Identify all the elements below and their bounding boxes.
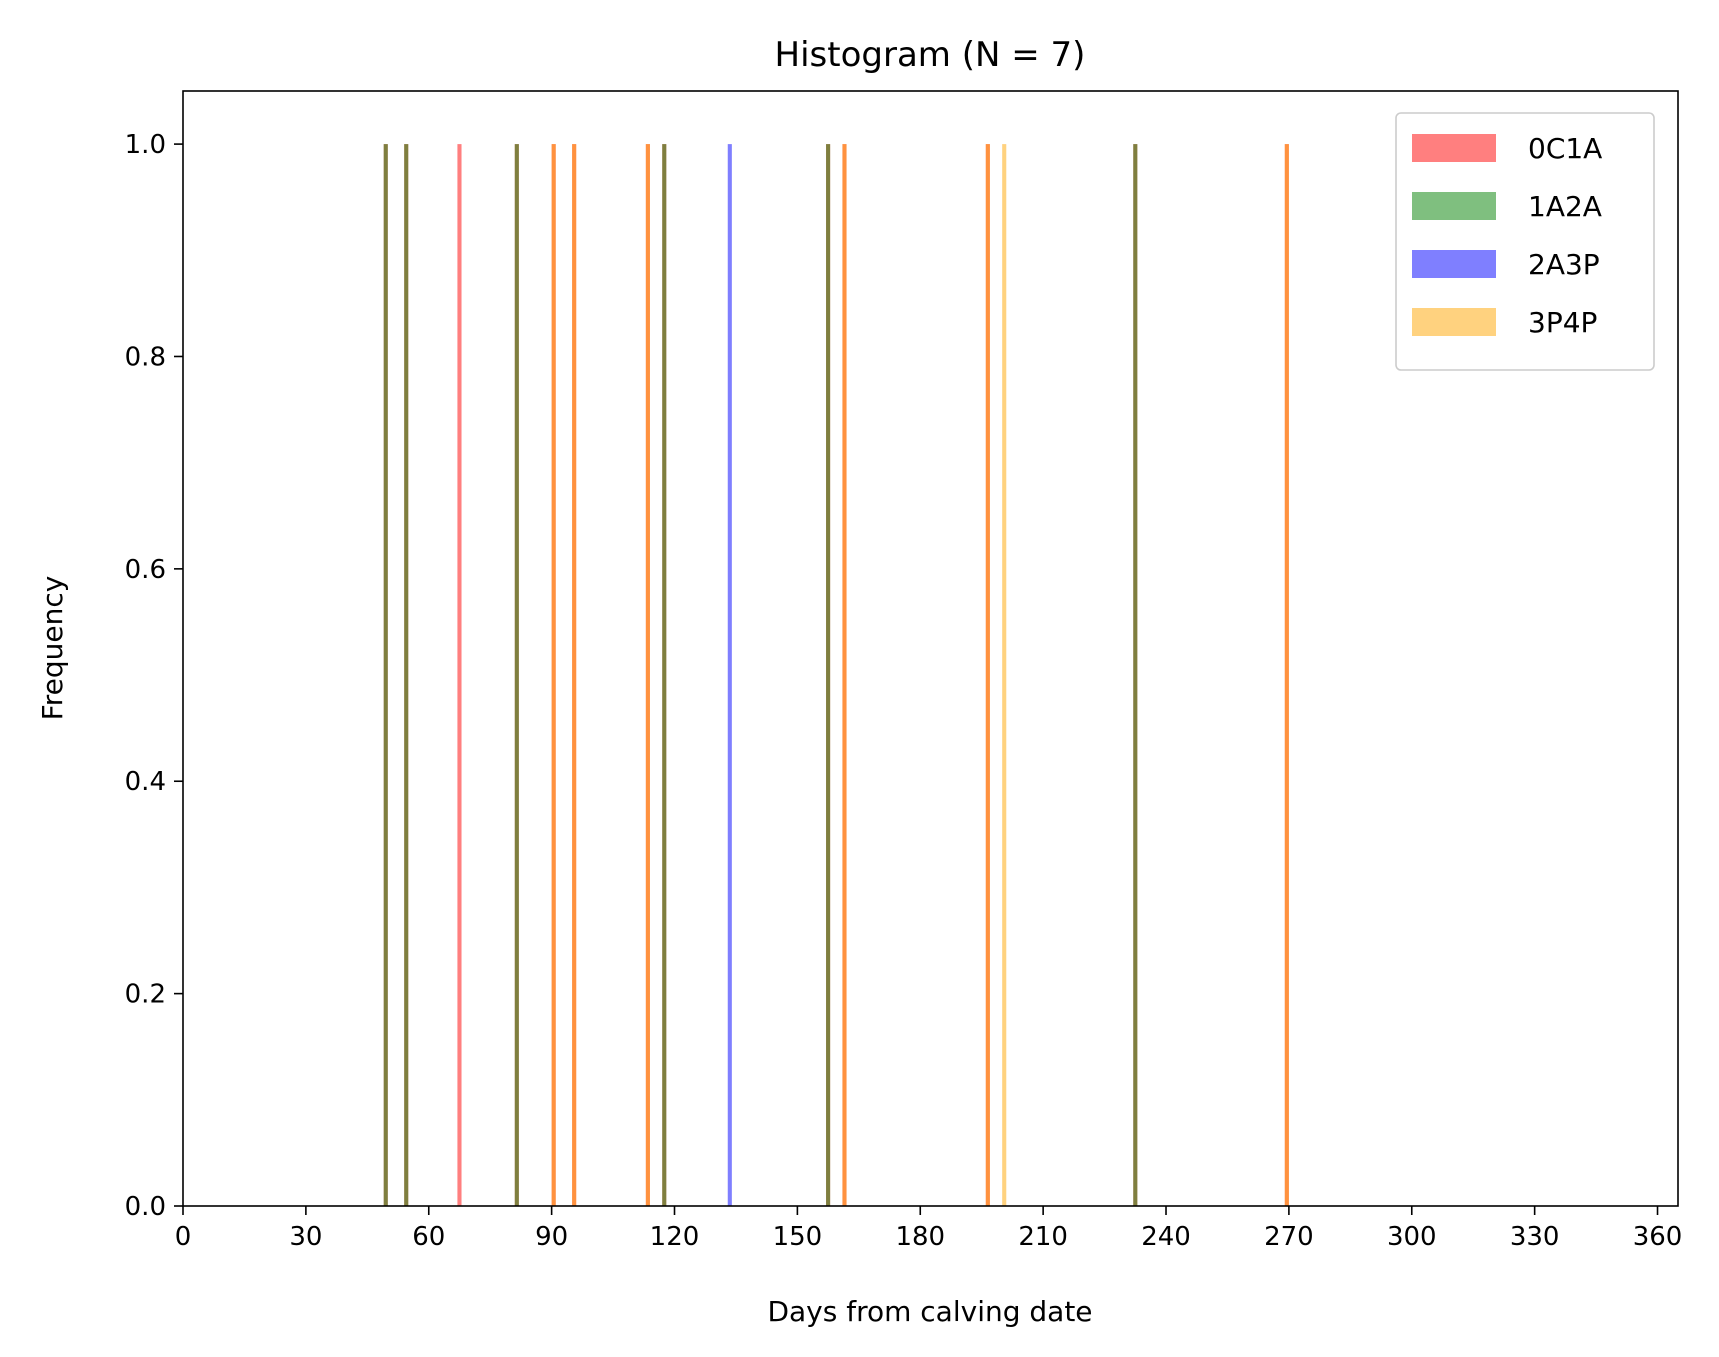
x-tick-label: 240 <box>1141 1222 1191 1252</box>
y-tick-label: 0.2 <box>125 980 166 1010</box>
bar-3P4P-90 <box>551 144 556 1207</box>
legend-label-0C1A: 0C1A <box>1528 132 1602 165</box>
legend-label-2A3P: 2A3P <box>1528 248 1600 281</box>
bar-3P4P-196 <box>985 144 990 1207</box>
bar-1A2A-81 <box>514 144 519 1207</box>
legend-swatch-3P4P <box>1412 308 1496 336</box>
legend: 0C1A 1A2A 2A3P 3P4P <box>1395 112 1655 371</box>
bars-layer <box>383 144 1289 1207</box>
bar-1A2A-49 <box>383 144 388 1207</box>
x-tick-label: 150 <box>773 1222 823 1252</box>
bar-3P4P-95 <box>572 144 577 1207</box>
x-axis: 0 30 60 90 120 150 180 210 240 270 300 330 360 <box>175 1206 1683 1252</box>
y-axis-label: Frequency <box>36 576 69 721</box>
plot-frame <box>182 90 1679 1207</box>
bar-2A3P-133 <box>727 144 732 1207</box>
y-tick-label: 0.8 <box>125 342 166 372</box>
bar-1A2A-157 <box>826 144 831 1207</box>
bar-3P4P-113 <box>645 144 650 1207</box>
legend-swatch-0C1A <box>1412 134 1496 162</box>
legend-frame <box>1395 112 1655 371</box>
x-tick-label: 120 <box>650 1222 700 1252</box>
x-tick-label: 0 <box>175 1222 192 1252</box>
legend-label-3P4P: 3P4P <box>1528 306 1597 339</box>
y-axis: 0.0 0.2 0.4 0.6 0.8 1.0 <box>125 130 183 1222</box>
x-tick-label: 90 <box>535 1222 568 1252</box>
x-tick-label: 300 <box>1387 1222 1437 1252</box>
legend-label-1A2A: 1A2A <box>1528 190 1602 223</box>
x-tick-label: 180 <box>895 1222 945 1252</box>
bar-0C1A-67 <box>457 144 462 1207</box>
x-tick-label: 210 <box>1018 1222 1068 1252</box>
x-tick-label: 60 <box>412 1222 445 1252</box>
x-tick-label: 270 <box>1264 1222 1314 1252</box>
bar-3P4P-269 <box>1284 144 1289 1207</box>
legend-swatch-1A2A <box>1412 192 1496 220</box>
x-axis-label: Days from calving date <box>767 1295 1092 1328</box>
bar-1A2A-117 <box>662 144 667 1207</box>
y-tick-label: 0.4 <box>125 767 166 797</box>
bar-1A2A-232 <box>1133 144 1138 1207</box>
x-tick-label: 330 <box>1510 1222 1560 1252</box>
y-tick-label: 0.6 <box>125 555 166 585</box>
bar-1A2A-54 <box>404 144 409 1207</box>
x-tick-label: 360 <box>1633 1222 1683 1252</box>
bar-3P4P-161 <box>842 144 847 1207</box>
legend-swatch-2A3P <box>1412 250 1496 278</box>
bar-3P4P-200 <box>1002 144 1007 1207</box>
y-tick-label: 0.0 <box>125 1192 166 1222</box>
x-tick-label: 30 <box>289 1222 322 1252</box>
y-tick-label: 1.0 <box>125 130 166 160</box>
chart-title: Histogram (N = 7) <box>775 35 1086 75</box>
